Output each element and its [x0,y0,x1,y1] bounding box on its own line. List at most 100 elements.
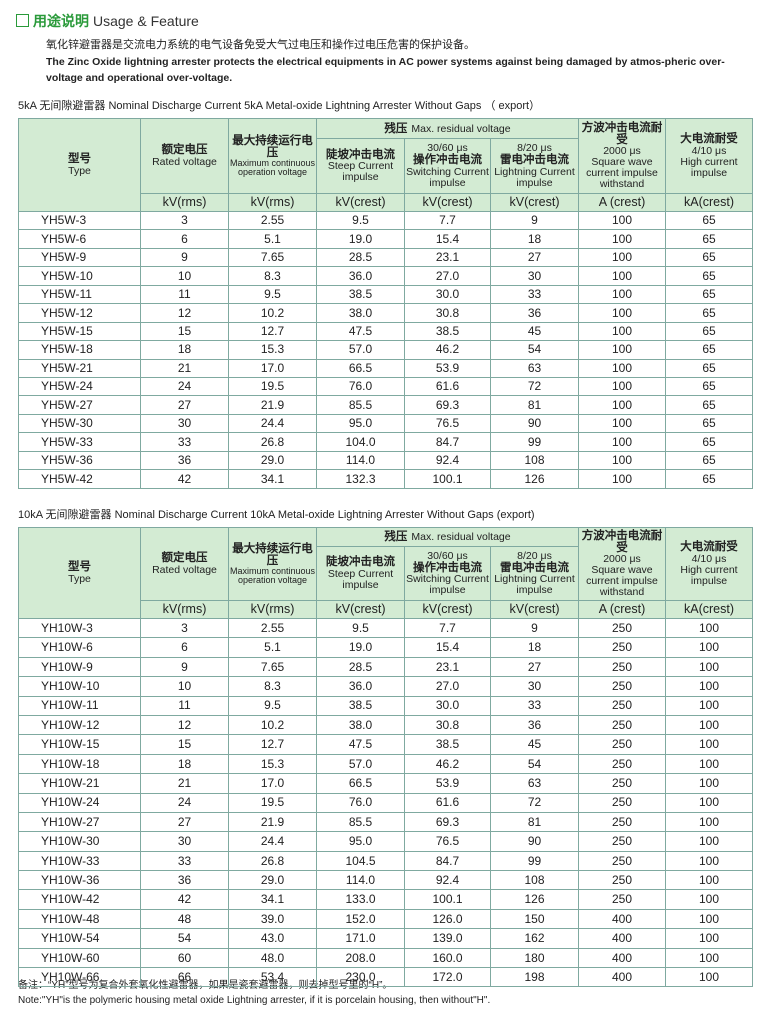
header-cn: 大电流耐受 [680,133,738,146]
header-row: 型号 Type 额定电压 Rated voltage 最大持续运行电压 Maximum c… [18,527,753,619]
value-cell: 100 [665,792,753,813]
type-cell: YH10W-12 [18,714,141,736]
value-cell: 208.0 [316,947,405,969]
value-cell: 18 [140,340,229,360]
value-cell: 100 [578,247,666,268]
intro-cn: 氧化锌避雷器是交流电力系统的电气设备免受大气过电压和操作过电压危害的保护设备。 [46,39,475,51]
value-cell: 53.9 [404,773,491,794]
data-row: YH5W-42 42 34.1 132.3 100.1 126 100 65 [18,469,753,489]
header-en: Lightning Current impulse [494,165,575,189]
value-cell: 126 [490,889,579,910]
value-cell: 65 [665,340,753,360]
header-en: Switching Current impulse [406,165,489,189]
value-cell: 100 [665,695,753,716]
header-en: Type [68,572,91,585]
value-cell: 30.8 [404,714,491,736]
value-cell: 36.0 [316,676,405,697]
data-row: YH10W-24 24 19.5 76.0 61.6 72 250 100 [18,792,753,813]
value-cell: 100 [578,450,666,471]
value-cell: 23.1 [404,656,491,678]
value-cell: 72 [490,792,579,813]
header-label: 30/60 μs [427,142,468,155]
value-cell: 26.8 [228,850,317,872]
value-cell: 45 [490,734,579,755]
value-cell: 100 [665,811,753,833]
unit-cell: kV(crest) [490,600,579,619]
header-row: 型号 Type 额定电压 Rated voltage 最大持续运行电压 Maximum c… [18,118,753,212]
data-row: YH5W-33 33 26.8 104.0 84.7 99 100 65 [18,432,753,452]
value-cell: 100 [665,676,753,697]
value-cell: 48 [140,908,229,930]
type-cell: YH10W-6 [18,637,141,658]
header-label: 30/60 μs [427,549,468,562]
unit-cell: kA(crest) [665,193,753,212]
value-cell: 198 [490,967,579,988]
value-cell: 81 [490,395,579,415]
header-cn: 最大持续运行电压 [232,134,313,159]
value-cell: 100 [665,714,753,736]
header-label: 4/10 μs [691,552,727,565]
type-cell: YH10W-18 [18,753,141,775]
type-cell: YH10W-10 [18,676,141,697]
value-cell: 250 [578,792,666,813]
value-cell: 28.5 [316,247,405,268]
header-en: Max. residual voltage [411,531,511,544]
value-cell: 36 [490,714,579,736]
value-cell: 162 [490,928,579,949]
unit-cell: kV(rms) [140,600,229,619]
value-cell: 21.9 [228,395,317,415]
value-cell: 2.55 [228,617,317,639]
header-en: Type [68,164,91,177]
header-label: 4/10 μs [691,144,727,157]
value-cell: 15 [140,321,229,342]
header-label: 8/20 μs [517,549,552,562]
value-cell: 33 [140,850,229,872]
value-cell: 9 [140,247,229,268]
header-row: 陡坡冲击电流 Steep Current impulse 30/60 μs 操作冲击电… [19,138,753,194]
header-cn: 最大持续运行电压 [232,542,313,567]
header-cn: 操作冲击电流 [413,561,482,574]
value-cell: 57.0 [316,340,405,360]
value-cell: 65 [665,450,753,471]
value-cell: 24 [140,376,229,397]
data-row: YH5W-27 27 21.9 85.5 69.3 81 100 65 [18,395,753,415]
value-cell: 250 [578,617,666,639]
value-cell: 65 [665,229,753,249]
value-cell: 180 [490,947,579,969]
table-title: 5kA 无间隙避雷器 Nominal Discharge Current 5kA… [18,100,541,112]
header-en: High current impulse [680,155,738,179]
unit-cell: kV(rms) [228,600,317,619]
value-cell: 9.5 [316,210,405,231]
value-cell: 9 [490,210,579,231]
value-cell: 3 [140,210,229,231]
header-label: 2000 μs [603,145,641,158]
spec-table: 型号 Type 额定电压 Rated voltage 最大持续运行电压 Maximum c… [18,118,753,489]
value-cell: 12.7 [228,321,317,342]
header-en: Maximum continuous operation voltage [229,565,316,586]
data-row: YH10W-60 60 48.0 208.0 160.0 180 400 100 [18,947,753,969]
value-cell: 65 [665,469,753,489]
value-cell: 27 [490,247,579,268]
value-cell: 99 [490,850,579,872]
type-cell: YH10W-3 [18,617,141,639]
value-cell: 65 [665,266,753,286]
value-cell: 47.5 [316,734,405,755]
value-cell: 24 [140,792,229,813]
value-cell: 53.4 [228,967,317,988]
value-cell: 9.5 [228,284,317,305]
type-cell: YH10W-54 [18,928,141,949]
type-cell: YH10W-66 [18,967,141,988]
header-en: Square wave current impulse withstand [586,564,658,599]
value-cell: 95.0 [316,413,405,434]
value-cell: 100 [665,753,753,775]
value-cell: 100 [665,831,753,852]
unit-cell: kV(rms) [140,193,229,212]
data-row: YH5W-10 10 8.3 36.0 27.0 30 100 65 [18,266,753,286]
value-cell: 60 [140,947,229,969]
value-cell: 21 [140,773,229,794]
data-row: YH5W-6 6 5.1 19.0 15.4 18 100 65 [18,229,753,249]
value-cell: 19.0 [316,229,405,249]
value-cell: 15.4 [404,229,491,249]
value-cell: 99 [490,432,579,452]
value-cell: 33 [490,284,579,305]
